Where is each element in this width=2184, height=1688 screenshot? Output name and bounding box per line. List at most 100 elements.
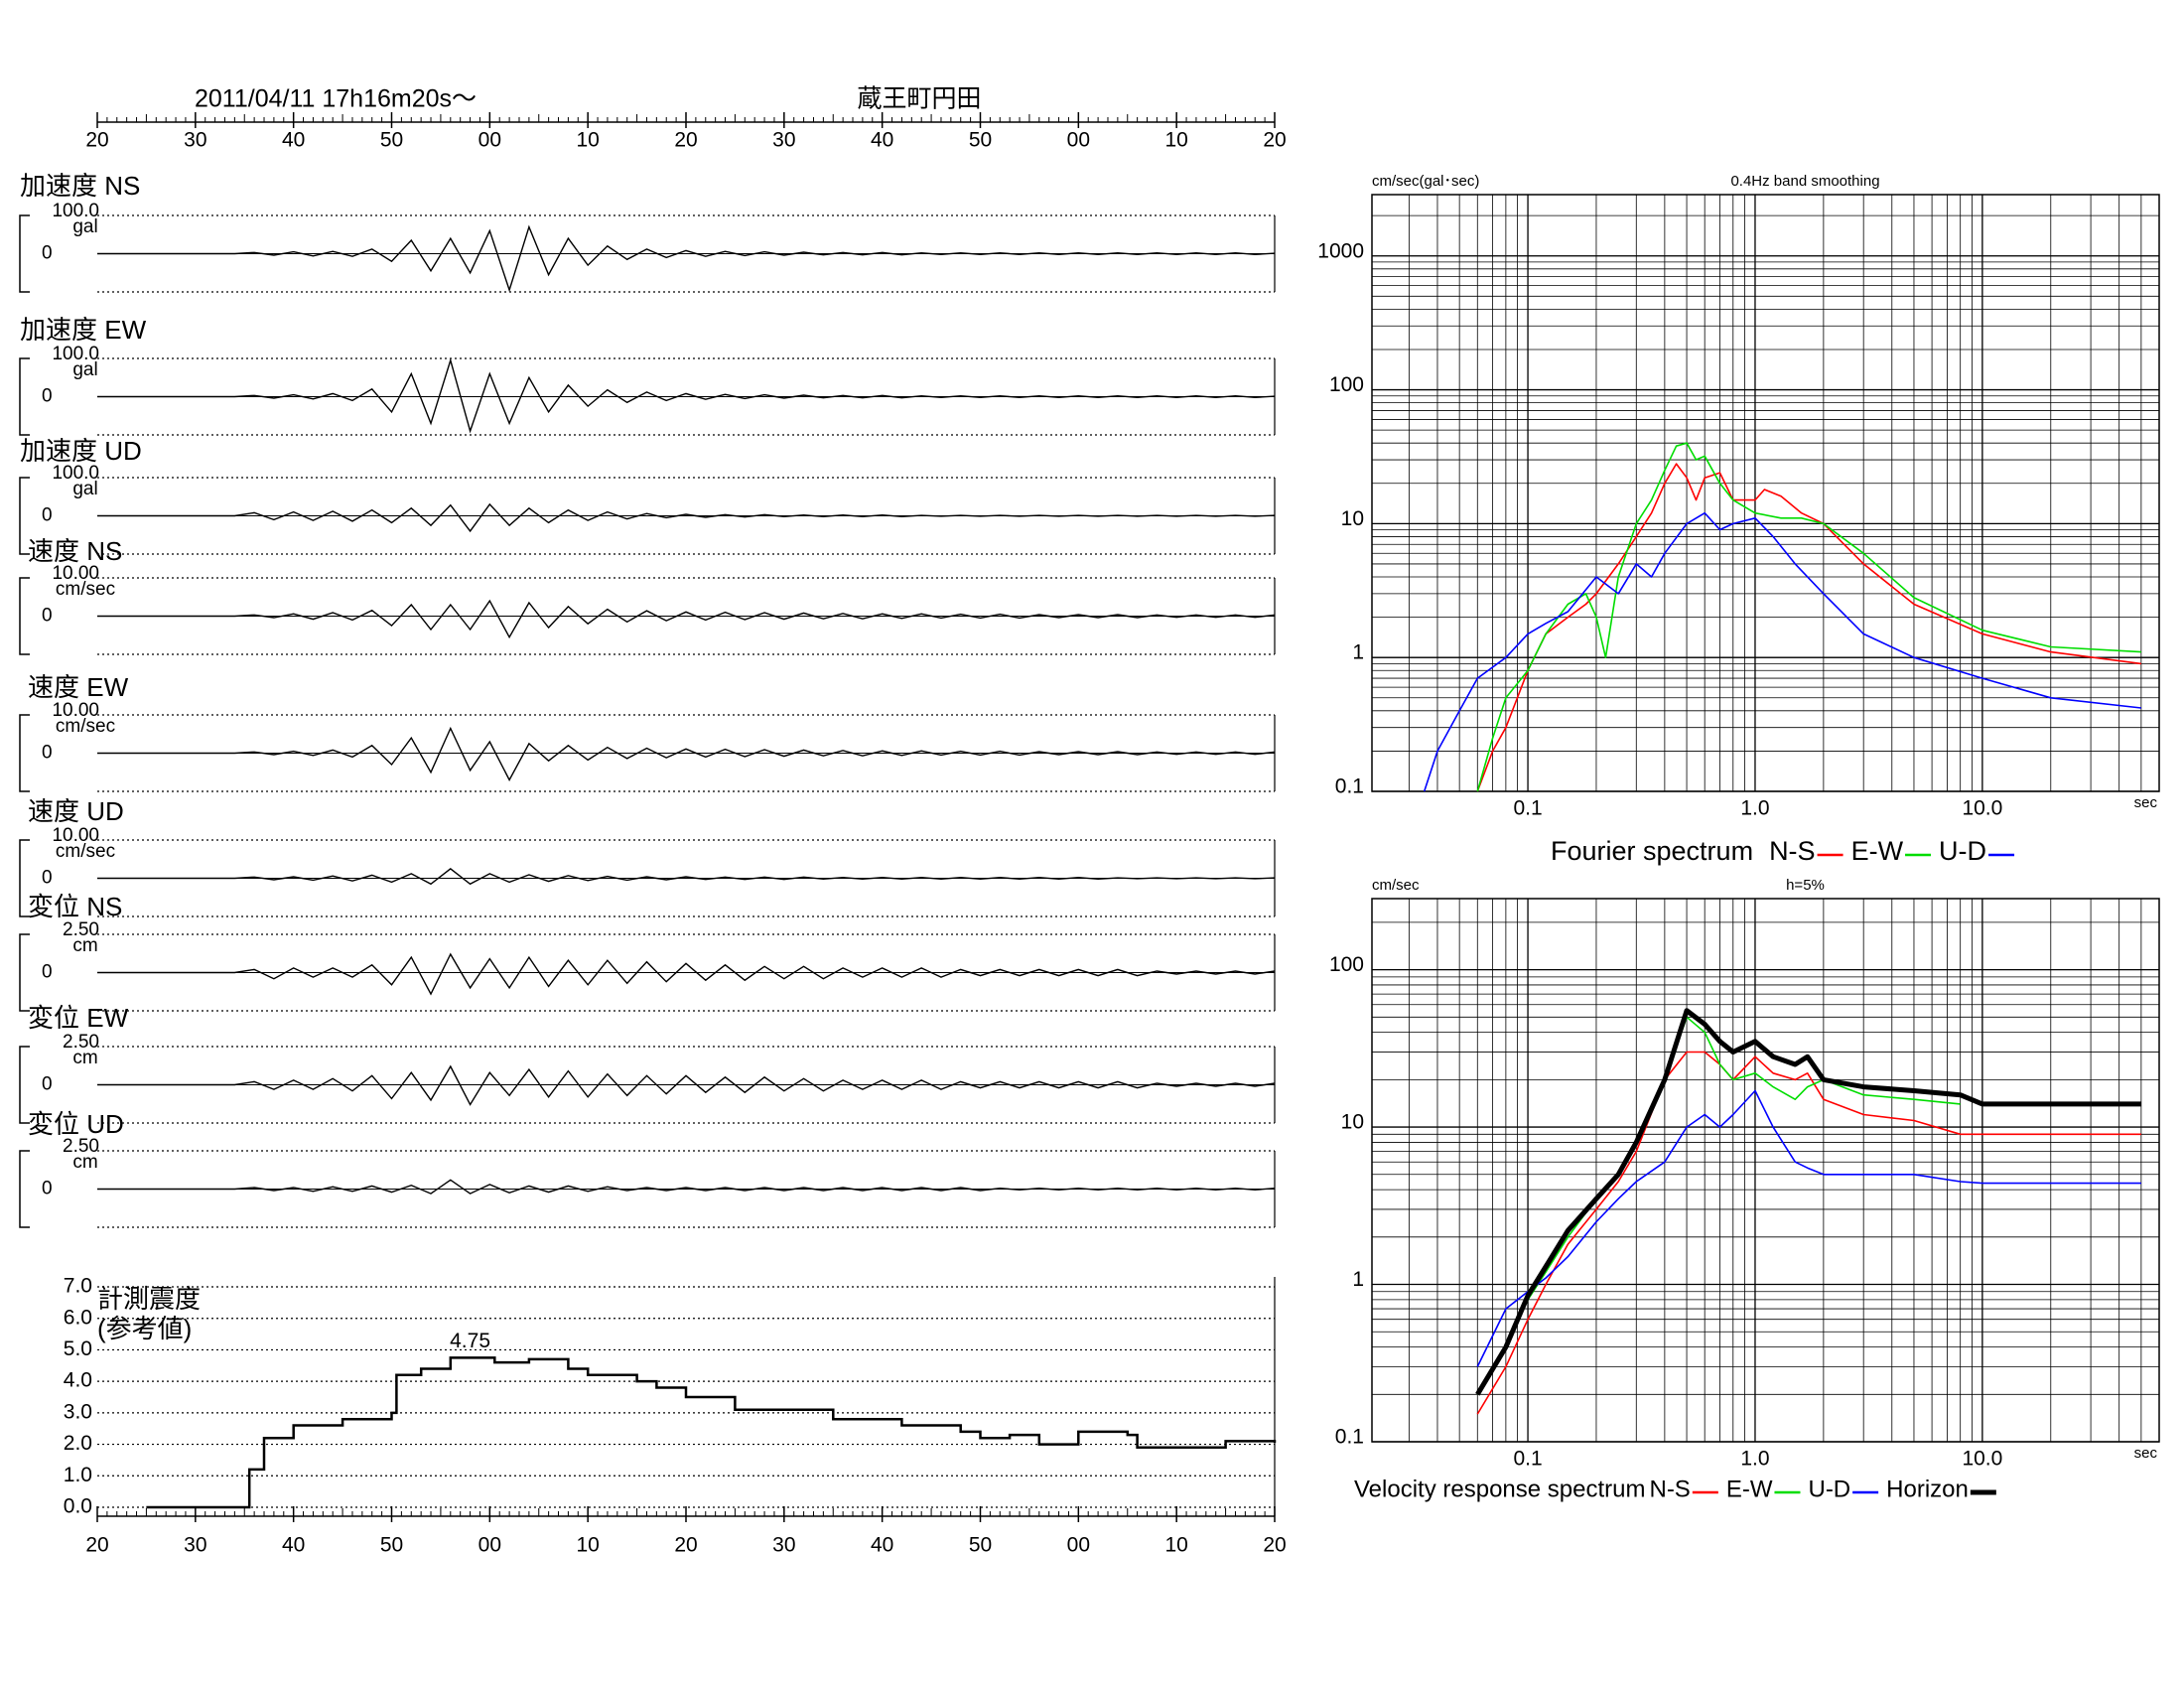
unit-label: gal [72,479,97,499]
y-tick-label: 3.0 [64,1400,92,1423]
y-tick-label: 2.50 [63,919,99,940]
series-line [1475,1008,2141,1396]
x-tick-label: 10 [576,129,599,152]
y-tick-label: 5.0 [64,1337,92,1360]
chart-subtitle: (参考値) [97,1314,192,1343]
legend-title: Velocity response spectrum [1354,1476,1645,1502]
y-tick-label: 1000 [1317,239,1364,262]
chart-note: 0.4Hz band smoothing [1730,173,1879,190]
unit-label: cm [72,935,97,956]
y-tick-label: 2.50 [63,1136,99,1157]
y-tick-label: 0 [42,386,53,407]
y-tick-label: 0.1 [1335,1426,1364,1449]
y-tick-label: 0 [42,1074,53,1095]
bracket [19,357,30,436]
y-tick-label: 0 [42,868,53,889]
y-tick-label: 0.0 [64,1495,92,1518]
unit-label: gal [72,216,97,237]
x-tick-label: 40 [282,129,305,152]
waveform-trace [97,1064,1276,1106]
y-tick-label: 0 [42,606,53,627]
waveform-trace [97,952,1276,996]
legend-title: Fourier spectrum [1551,836,1753,866]
x-axis-label: sec [2134,1445,2158,1462]
y-tick-label: 6.0 [64,1306,92,1329]
trace-label: 加速度 UD [20,436,142,466]
x-tick-label: 30 [184,1534,206,1557]
waveform-trace [97,357,1276,434]
y-tick-label: 10.00 [52,563,99,584]
x-tick-label: 00 [478,129,501,152]
unit-label: gal [72,359,97,380]
unit-label: cm [72,1152,97,1173]
trace-label: 速度 UD [28,796,124,826]
bracket [19,477,30,555]
x-tick-label: 40 [871,1534,893,1557]
x-tick-label: 40 [282,1534,305,1557]
unit-label: cm/sec [56,716,115,737]
chart-note: h=5% [1786,877,1825,894]
unit-label: cm [72,1048,97,1068]
y-tick-label: 100 [1329,953,1364,976]
y-tick-label: 100.0 [52,463,99,484]
plot-frame [1371,898,2160,1443]
y-tick-label: 2.0 [64,1432,92,1455]
unit-label: cm/sec [56,579,115,600]
y-tick-label: 0.1 [1335,775,1364,798]
bracket [19,214,30,293]
x-tick-label: 0.1 [1513,1448,1542,1471]
x-tick-label: 10.0 [1962,797,2002,820]
x-tick-label: 40 [871,129,893,152]
series-line [1423,511,2141,792]
trace-label: 速度 NS [28,536,122,566]
series-line [1476,463,2142,792]
series-line [1476,1016,1961,1395]
bracket [19,577,30,655]
y-tick-label: 100 [1329,373,1364,396]
trace-label: 変位 EW [28,1003,129,1033]
series-line [1476,1089,2141,1367]
y-tick-label: 4.0 [64,1369,92,1392]
x-tick-label: 10 [576,1534,599,1557]
y-tick-label: 10 [1341,507,1364,530]
y-tick-label: 100.0 [52,344,99,364]
trace-label: 変位 NS [28,892,122,921]
x-tick-label: 50 [969,1534,992,1557]
y-tick-label: 0 [42,962,53,983]
chart-subtitle: 蔵王町円田 [857,85,981,113]
x-tick-label: 20 [674,129,697,152]
trace-label: 速度 EW [28,672,129,702]
y-tick-label: 0 [42,505,53,526]
x-tick-label: 00 [1067,129,1090,152]
x-tick-label: 20 [85,1534,108,1557]
waveform-trace [97,726,1276,782]
x-tick-label: 0.1 [1513,797,1542,820]
waveform-trace [97,224,1276,293]
legend-label: E-W [1726,1476,1773,1502]
y-tick-label: 1 [1352,641,1364,664]
x-tick-label: 10.0 [1962,1448,2002,1471]
x-tick-label: 20 [1263,129,1286,152]
legend-label: U-D [1808,1476,1850,1502]
intensity-line [146,1356,1277,1509]
y-tick-label: 0 [42,743,53,764]
x-tick-label: 30 [184,129,206,152]
y-tick-label: 0 [42,1179,53,1199]
y-axis-label: cm/sec [1372,877,1420,894]
waveform-trace [97,599,1276,639]
bracket [19,714,30,792]
x-tick-label: 1.0 [1740,797,1769,820]
x-tick-label: 30 [772,129,795,152]
chart-title: 2011/04/11 17h16m20s〜 [195,85,477,113]
x-tick-label: 50 [969,129,992,152]
unit-label: cm/sec [56,841,115,862]
legend-label: U-D [1939,836,1986,866]
x-tick-label: 00 [478,1534,501,1557]
y-tick-label: 1.0 [64,1464,92,1486]
plot-frame [1371,194,2160,792]
series-line [1476,442,2141,792]
y-tick-label: 1 [1352,1268,1364,1291]
trace-label: 加速度 NS [20,171,140,201]
